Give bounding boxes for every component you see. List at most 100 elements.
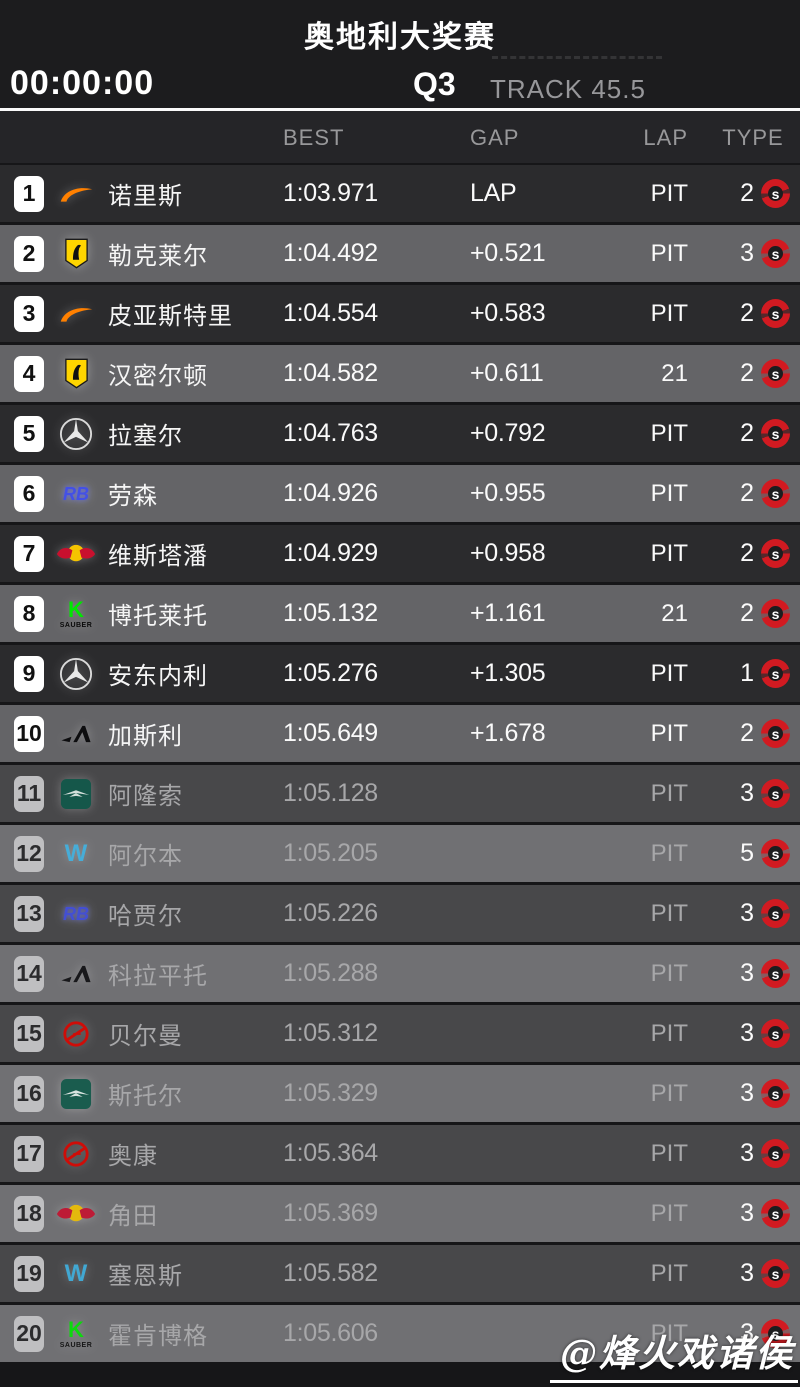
lap-status: PIT — [650, 299, 688, 327]
tyre-compound-letter: s — [771, 605, 780, 622]
soft-tyre-icon: s — [761, 1079, 790, 1108]
gap-value: +0.792 — [470, 419, 546, 447]
position-number: 19 — [16, 1260, 42, 1286]
tyre-count: 1 — [740, 659, 754, 687]
tyre-compound-letter: s — [771, 845, 780, 862]
position-badge: 12 — [14, 835, 44, 872]
soft-tyre-icon: s — [761, 1199, 790, 1228]
position-number: 9 — [22, 660, 36, 686]
best-time: 1:05.205 — [283, 839, 378, 867]
tyre-info: 3 s — [716, 885, 790, 942]
tyre-count: 3 — [740, 1259, 754, 1287]
lap-status: PIT — [650, 179, 688, 207]
tyre-info: 3 s — [716, 1185, 790, 1242]
position-badge: 20 — [14, 1315, 44, 1352]
position-badge: 18 — [14, 1195, 44, 1232]
sauber-logo-icon: K SAUBER — [59, 1316, 93, 1349]
best-time: 1:05.132 — [283, 599, 378, 627]
tyre-count: 2 — [740, 299, 754, 327]
lap-status: PIT — [650, 1139, 688, 1167]
tyre-info: 2 s — [716, 345, 790, 402]
position-number: 10 — [16, 720, 42, 746]
gap-value: +1.305 — [470, 659, 546, 687]
soft-tyre-icon: s — [761, 179, 790, 208]
racing-bulls-logo-icon: RB — [63, 483, 89, 504]
table-row: 8 K SAUBER 博托莱托 1:05.132 +1.161 21 2 s — [0, 585, 800, 642]
lap-status: PIT — [650, 899, 688, 927]
driver-name: 博托莱托 — [108, 603, 208, 630]
column-lap: LAP — [643, 125, 688, 150]
track-temp: TRACK 45.5 — [490, 74, 646, 104]
position-number: 16 — [16, 1080, 42, 1106]
best-time: 1:04.554 — [283, 299, 378, 327]
williams-logo-icon: W — [64, 1259, 88, 1287]
best-time: 1:04.582 — [283, 359, 378, 387]
soft-tyre-icon: s — [761, 359, 790, 388]
gap-value: +1.161 — [470, 599, 546, 627]
session-stage-label: Q3 — [413, 66, 456, 102]
tyre-compound-letter: s — [771, 665, 780, 682]
best-time: 1:05.226 — [283, 899, 378, 927]
soft-tyre-icon: s — [761, 599, 790, 628]
soft-tyre-icon: s — [761, 1019, 790, 1048]
position-badge: 10 — [14, 715, 44, 752]
tyre-count: 3 — [740, 1139, 754, 1167]
best-time: 1:04.763 — [283, 419, 378, 447]
ferrari-logo-icon — [56, 232, 96, 276]
haas-logo-icon — [56, 1132, 96, 1176]
tyre-info: 1 s — [716, 645, 790, 702]
best-time: 1:05.329 — [283, 1079, 378, 1107]
track-temp-ghost — [492, 56, 662, 59]
tyre-count: 3 — [740, 1079, 754, 1107]
lap-status: PIT — [650, 539, 688, 567]
page-title: 奥地利大奖赛 — [304, 21, 496, 54]
table-column-header: BEST GAP LAP TYPE — [0, 111, 800, 163]
red-bull-logo-icon — [56, 532, 96, 576]
tyre-compound-letter: s — [771, 965, 780, 982]
table-row: 13 RB 哈贾尔 1:05.226 PIT 3 s — [0, 885, 800, 942]
table-row: 20 K SAUBER 霍肯博格 1:05.606 PIT 3 s — [0, 1305, 800, 1362]
position-number: 11 — [16, 780, 42, 806]
tyre-compound-letter: s — [771, 1145, 780, 1162]
tyre-count: 2 — [740, 599, 754, 627]
position-number: 20 — [16, 1320, 42, 1346]
driver-name: 加斯利 — [108, 723, 183, 750]
tyre-compound-letter: s — [771, 1205, 780, 1222]
position-badge: 2 — [14, 235, 44, 272]
tyre-count: 5 — [740, 839, 754, 867]
table-row: 15 贝尔曼 1:05.312 PIT 3 s — [0, 1005, 800, 1062]
driver-name: 哈贾尔 — [108, 903, 183, 930]
gap-value: +0.611 — [470, 359, 544, 387]
driver-name: 维斯塔潘 — [108, 543, 208, 570]
best-time: 1:05.364 — [283, 1139, 378, 1167]
tyre-compound-letter: s — [771, 1025, 780, 1042]
position-badge: 13 — [14, 895, 44, 932]
tyre-compound-letter: s — [771, 1265, 780, 1282]
tyre-compound-letter: s — [771, 185, 780, 202]
driver-name: 阿隆索 — [108, 783, 183, 810]
timing-table: 1 诺里斯 1:03.971 LAP PIT 2 s 2 勒克莱尔 1:04.4… — [0, 165, 800, 1362]
haas-logo-icon — [56, 1012, 96, 1056]
soft-tyre-icon: s — [761, 539, 790, 568]
position-number: 18 — [16, 1200, 42, 1226]
table-row: 2 勒克莱尔 1:04.492 +0.521 PIT 3 s — [0, 225, 800, 282]
position-badge: 4 — [14, 355, 44, 392]
driver-name: 拉塞尔 — [108, 423, 183, 450]
position-badge: 9 — [14, 655, 44, 692]
tyre-compound-letter: s — [771, 785, 780, 802]
lap-status: PIT — [650, 839, 688, 867]
column-type: TYPE — [722, 125, 784, 150]
driver-name: 贝尔曼 — [108, 1023, 183, 1050]
position-number: 14 — [16, 960, 42, 986]
position-number: 6 — [22, 480, 36, 506]
table-row: 7 维斯塔潘 1:04.929 +0.958 PIT 2 s — [0, 525, 800, 582]
soft-tyre-icon: s — [761, 659, 790, 688]
position-number: 4 — [22, 360, 36, 386]
tyre-compound-letter: s — [771, 725, 780, 742]
soft-tyre-icon: s — [761, 1259, 790, 1288]
best-time: 1:04.926 — [283, 479, 378, 507]
tyre-info: 2 s — [716, 525, 790, 582]
tyre-info: 3 s — [716, 1065, 790, 1122]
tyre-compound-letter: s — [771, 545, 780, 562]
column-best: BEST — [283, 125, 345, 150]
